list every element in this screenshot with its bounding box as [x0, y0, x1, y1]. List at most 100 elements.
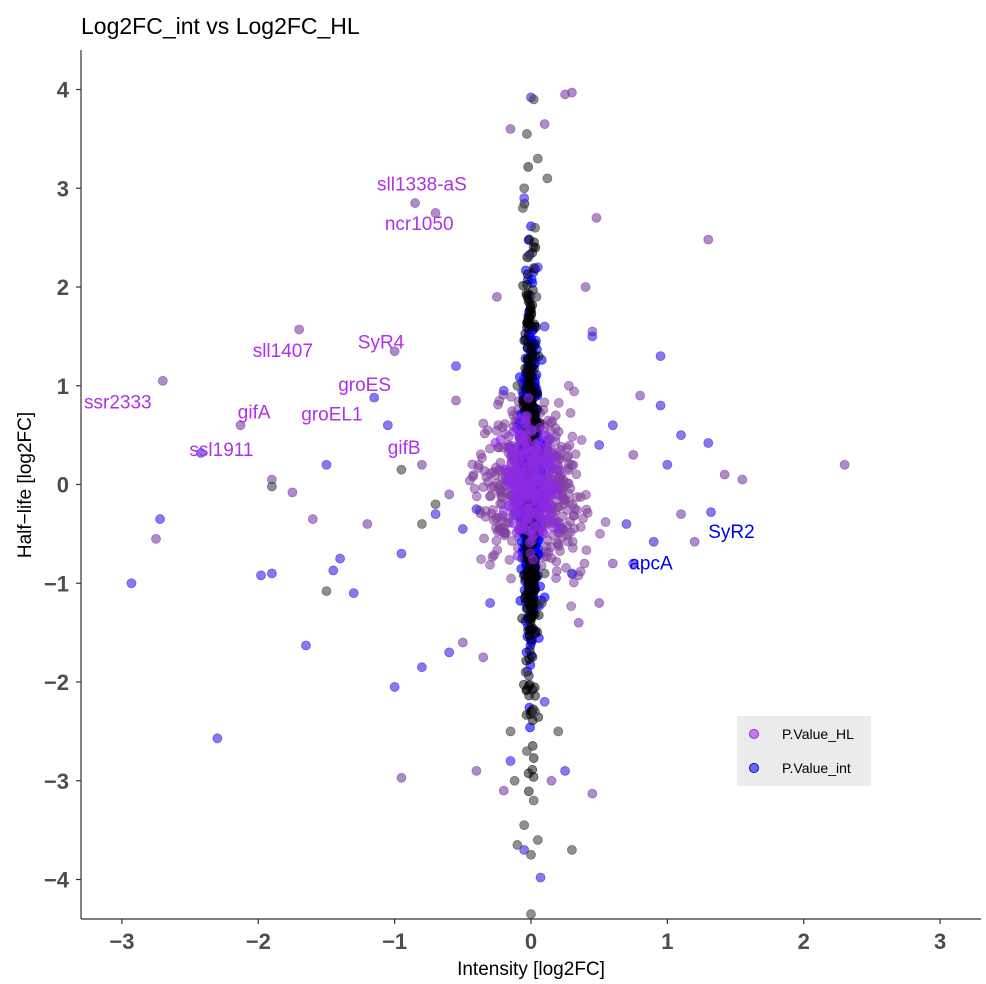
- legend-key-p-value-hl: [749, 729, 759, 739]
- cloud-point-other: [522, 269, 533, 280]
- data-point: [212, 733, 223, 744]
- cloud-point-hl: [515, 466, 526, 477]
- data-point: [587, 788, 598, 799]
- x-axis-title: Intensity [log2FC]: [457, 959, 605, 980]
- data-point: [532, 262, 543, 273]
- cloud-point-hl: [519, 451, 529, 461]
- data-point: [528, 94, 539, 105]
- cloud-point-hl: [542, 514, 553, 524]
- data-point: [531, 291, 542, 302]
- y-axis-ticks: −4 −3 −2 −1 0 1 2 3 4: [44, 78, 81, 893]
- data-point: [417, 662, 427, 673]
- data-point: [155, 514, 165, 524]
- data-point: [648, 536, 659, 547]
- cloud-point-hl: [504, 444, 515, 455]
- gene-label: ssr2333: [84, 393, 152, 414]
- y-tick-label: −4: [44, 868, 70, 893]
- y-tick-label: 0: [57, 473, 69, 498]
- cloud-point-other: [523, 162, 534, 172]
- cloud-point-hl: [576, 435, 587, 445]
- x-tick-label: 0: [525, 929, 537, 954]
- data-point: [587, 331, 598, 342]
- cloud-point-hl: [545, 433, 556, 444]
- legend-background: [737, 716, 871, 786]
- cloud-point-hl: [489, 550, 500, 560]
- cloud-point-other: [528, 623, 538, 634]
- data-point: [528, 795, 539, 806]
- cloud-point-hl: [575, 566, 586, 577]
- cloud-point-hl: [476, 554, 486, 565]
- data-point: [382, 420, 393, 431]
- y-tick-label: −3: [44, 769, 69, 794]
- cloud-point-hl: [564, 440, 575, 451]
- data-point: [151, 533, 161, 544]
- data-point: [451, 361, 461, 371]
- data-point: [689, 536, 700, 547]
- cloud-point-hl: [568, 577, 579, 588]
- cloud-point-hl: [536, 523, 547, 534]
- cloud-point-other: [522, 342, 533, 353]
- data-point: [628, 558, 639, 569]
- cloud-point-hl: [524, 497, 535, 508]
- cloud-point-hl: [529, 489, 540, 500]
- data-point: [396, 464, 407, 475]
- data-point: [594, 598, 605, 608]
- gene-label: ncr1050: [385, 214, 454, 235]
- cloud-point-hl: [517, 483, 528, 494]
- data-point: [560, 765, 570, 776]
- data-point: [267, 568, 277, 579]
- data-point: [526, 849, 536, 860]
- legend-key-p-value-int: [749, 763, 759, 773]
- cloud-point-other: [518, 570, 529, 581]
- cloud-point-hl: [493, 399, 503, 410]
- cloud-point-other: [525, 634, 536, 645]
- data-point: [509, 775, 520, 786]
- cloud-point-hl: [491, 513, 501, 524]
- data-point: [498, 785, 509, 796]
- data-point: [607, 420, 618, 431]
- x-tick-label: 2: [798, 929, 810, 954]
- data-point: [526, 909, 536, 919]
- data-point: [389, 682, 400, 692]
- cloud-point-hl: [496, 491, 507, 502]
- cloud-point-other: [524, 376, 535, 387]
- data-point: [307, 514, 318, 524]
- cloud-point-hl: [511, 527, 522, 538]
- cloud-point-hl: [506, 573, 516, 584]
- cloud-point-hl: [565, 407, 576, 418]
- gene-label: SyR2: [708, 522, 754, 543]
- cloud-point-hl: [530, 467, 541, 478]
- data-point: [591, 212, 602, 223]
- data-point: [676, 430, 686, 441]
- gene-label: SyR4: [358, 332, 405, 353]
- data-point: [396, 772, 407, 783]
- cloud-point-hl: [564, 496, 575, 507]
- cloud-point-hl: [600, 517, 611, 527]
- x-axis-ticks: −3 −2 −1 0 1 2 3: [109, 919, 946, 954]
- data-point: [520, 667, 531, 678]
- cloud-point-other: [520, 593, 530, 604]
- cloud-point-other: [527, 715, 538, 726]
- cloud-point-other: [523, 786, 534, 797]
- cloud-point-other: [524, 305, 535, 316]
- cloud-point-other: [531, 322, 541, 332]
- data-point: [335, 553, 345, 564]
- data-point: [294, 324, 305, 335]
- gene-annotations: sll1338-aS ncr1050 SyR4 sll1407 groES ssr2333…: [84, 174, 755, 574]
- data-point: [417, 459, 427, 470]
- data-point: [444, 647, 455, 658]
- cloud-point-hl: [497, 525, 508, 536]
- data-point: [369, 392, 380, 403]
- data-point: [676, 509, 686, 520]
- cloud-point-hl: [553, 539, 564, 549]
- cloud-point-hl: [551, 573, 561, 584]
- cloud-point-hl: [503, 473, 514, 484]
- cloud-point-hl: [493, 420, 504, 431]
- data-point: [546, 775, 557, 786]
- data-point: [542, 173, 553, 184]
- data-point: [539, 321, 550, 332]
- data-point: [348, 588, 359, 599]
- data-point: [567, 568, 577, 579]
- cloud-point-hl: [479, 465, 490, 476]
- data-point: [703, 438, 714, 448]
